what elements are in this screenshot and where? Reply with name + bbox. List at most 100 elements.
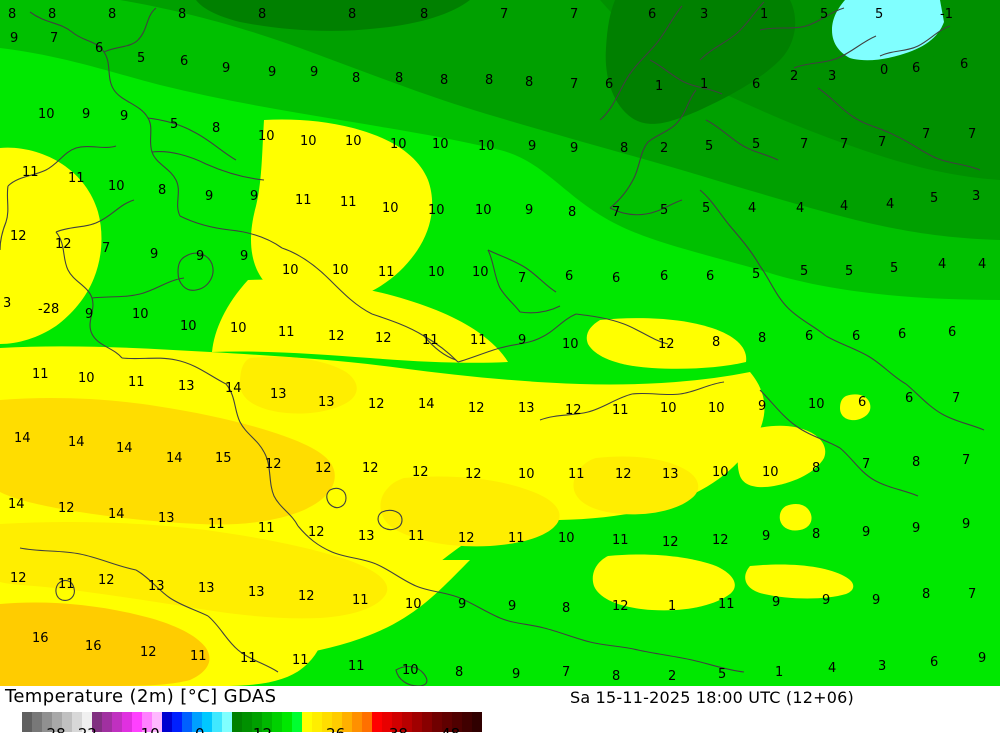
temperature-value-label: 7 — [878, 135, 886, 150]
temperature-value-label: 9 — [912, 521, 920, 536]
temperature-value-label: 10 — [108, 179, 125, 194]
temperature-value-label: 9 — [120, 109, 128, 124]
temperature-contour-map: 8 8 8 8 8 8 8 7 7 6 3 1 5 5 -19 765 6 9 9 9 8 8 8 8 8 7 6 1 1 62 3 0 6 61… — [0, 0, 1000, 686]
temperature-value-label: 6 — [648, 7, 656, 22]
colorbar-swatch — [242, 712, 253, 732]
temperature-value-label: 9 — [85, 307, 93, 322]
temperature-value-label: 13 — [662, 467, 679, 482]
temperature-value-label: 9 — [570, 141, 578, 156]
colorbar-swatch — [302, 712, 313, 732]
temperature-value-label: 12 — [658, 337, 675, 352]
colorbar-swatch — [32, 712, 43, 732]
colorbar-tick-label: 26 — [326, 725, 345, 733]
contour-orange-hot-bottom — [0, 602, 210, 686]
temperature-value-label: 1 — [760, 7, 768, 22]
temperature-value-label: 6 — [180, 54, 188, 69]
temperature-value-label: 8 — [525, 75, 533, 90]
temperature-value-label: 12 — [265, 457, 282, 472]
temperature-value-label: 10 — [78, 371, 95, 386]
temperature-value-label: 9 — [508, 599, 516, 614]
temperature-value-label: 11 — [612, 533, 629, 548]
temperature-value-label: 8 — [440, 73, 448, 88]
temperature-value-label: 11 — [22, 165, 39, 180]
temperature-value-label: 6 — [660, 269, 668, 284]
temperature-value-label: 12 — [375, 331, 392, 346]
colorbar-tick-label: 48 — [441, 725, 460, 733]
temperature-value-label: 8 — [178, 7, 186, 22]
temperature-value-label: 6 — [752, 77, 760, 92]
temperature-value-label: 10 — [432, 137, 449, 152]
colorbar-swatch — [412, 712, 423, 732]
contour-green-dark-scandinavia — [605, 0, 796, 124]
temperature-value-label: 5 — [718, 667, 726, 682]
contour-yellow-se-spur — [592, 554, 735, 611]
temperature-value-label: 9 — [822, 593, 830, 608]
temperature-value-label: 5 — [702, 201, 710, 216]
temperature-value-label: 14 — [166, 451, 183, 466]
temperature-value-label: 11 — [508, 531, 525, 546]
temperature-value-label: 10 — [428, 265, 445, 280]
colorbar-swatch — [202, 712, 213, 732]
temperature-value-label: 11 — [422, 333, 439, 348]
temperature-value-label: 5 — [705, 139, 713, 154]
temperature-value-label: 4 — [886, 197, 894, 212]
temperature-value-label: 6 — [905, 391, 913, 406]
temperature-value-label: 11 — [58, 577, 75, 592]
temperature-value-label: 3 — [3, 296, 11, 311]
colorbar-swatch — [262, 712, 273, 732]
temperature-value-label: 14 — [418, 397, 435, 412]
temperature-value-label: 12 — [615, 467, 632, 482]
temperature-value-label: 12 — [98, 573, 115, 588]
temperature-value-label: 9 — [772, 595, 780, 610]
temperature-value-label: 4 — [828, 661, 836, 676]
temperature-value-label: 1 — [655, 79, 663, 94]
temperature-value-label: 5 — [660, 203, 668, 218]
temperature-value-label: 10 — [762, 465, 779, 480]
colorbar-ticks: -28 -22 -10 0 12 26 38 48 — [0, 725, 480, 733]
colorbar-swatch — [322, 712, 333, 732]
temperature-value-label: 8 — [612, 669, 620, 684]
contour-orange-patch-right — [573, 456, 699, 515]
map-canvas[interactable]: 8 8 8 8 8 8 8 7 7 6 3 1 5 5 -1 9 7 6 5 6 9 9 9 8 8 8 8 8 7 6 1 1 6 2 3 0 6 6 1… — [0, 0, 1000, 686]
temperature-value-label: 9 — [512, 667, 520, 682]
temperature-value-label: 14 — [14, 431, 31, 446]
temperature-value-label: 11 — [292, 653, 309, 668]
temperature-value-label: 6 — [852, 329, 860, 344]
temperature-value-label: 7 — [840, 137, 848, 152]
temperature-value-label: 13 — [318, 395, 335, 410]
temperature-value-label: 10 — [282, 263, 299, 278]
temperature-value-label: 9 — [240, 249, 248, 264]
temperature-value-label: 9 — [250, 189, 258, 204]
temperature-value-label: -1 — [940, 7, 953, 22]
colorbar-swatch — [222, 712, 233, 732]
temperature-value-label: 9 — [528, 139, 536, 154]
temperature-label-layer: 8 8 8 8 8 8 8 7 7 6 3 1 5 5 -19 765 6 9 9 9 8 8 8 8 8 7 6 1 1 62 3 0 6 61… — [3, 7, 986, 684]
colorbar-swatch — [402, 712, 413, 732]
temperature-value-label: 7 — [862, 457, 870, 472]
temperature-value-label: 8 — [258, 7, 266, 22]
temperature-value-label: 12 — [468, 401, 485, 416]
temperature-value-label: 7 — [800, 137, 808, 152]
temperature-value-label: 9 — [10, 31, 18, 46]
temperature-value-label: 8 — [352, 71, 360, 86]
temperature-value-label: 10 — [345, 134, 362, 149]
temperature-value-label: 12 — [565, 403, 582, 418]
temperature-value-label: 8 — [455, 665, 463, 680]
temperature-value-label: 6 — [912, 61, 920, 76]
colorbar-swatch — [442, 712, 453, 732]
temperature-value-label: 8 — [812, 461, 820, 476]
temperature-value-label: 12 — [298, 589, 315, 604]
colorbar-swatch — [102, 712, 113, 732]
temperature-value-label: 7 — [952, 391, 960, 406]
colorbar-tick-label: 38 — [389, 725, 408, 733]
colorbar-swatch — [372, 712, 383, 732]
temperature-value-label: 7 — [570, 7, 578, 22]
temperature-value-label: 8 — [812, 527, 820, 542]
temperature-value-label: 8 — [485, 73, 493, 88]
temperature-value-label: 8 — [758, 331, 766, 346]
temperature-value-label: 12 — [458, 531, 475, 546]
colorbar-swatch — [212, 712, 223, 732]
temperature-value-label: 12 — [140, 645, 157, 660]
temperature-value-label: 5 — [170, 117, 178, 132]
temperature-value-label: 10 — [300, 134, 317, 149]
